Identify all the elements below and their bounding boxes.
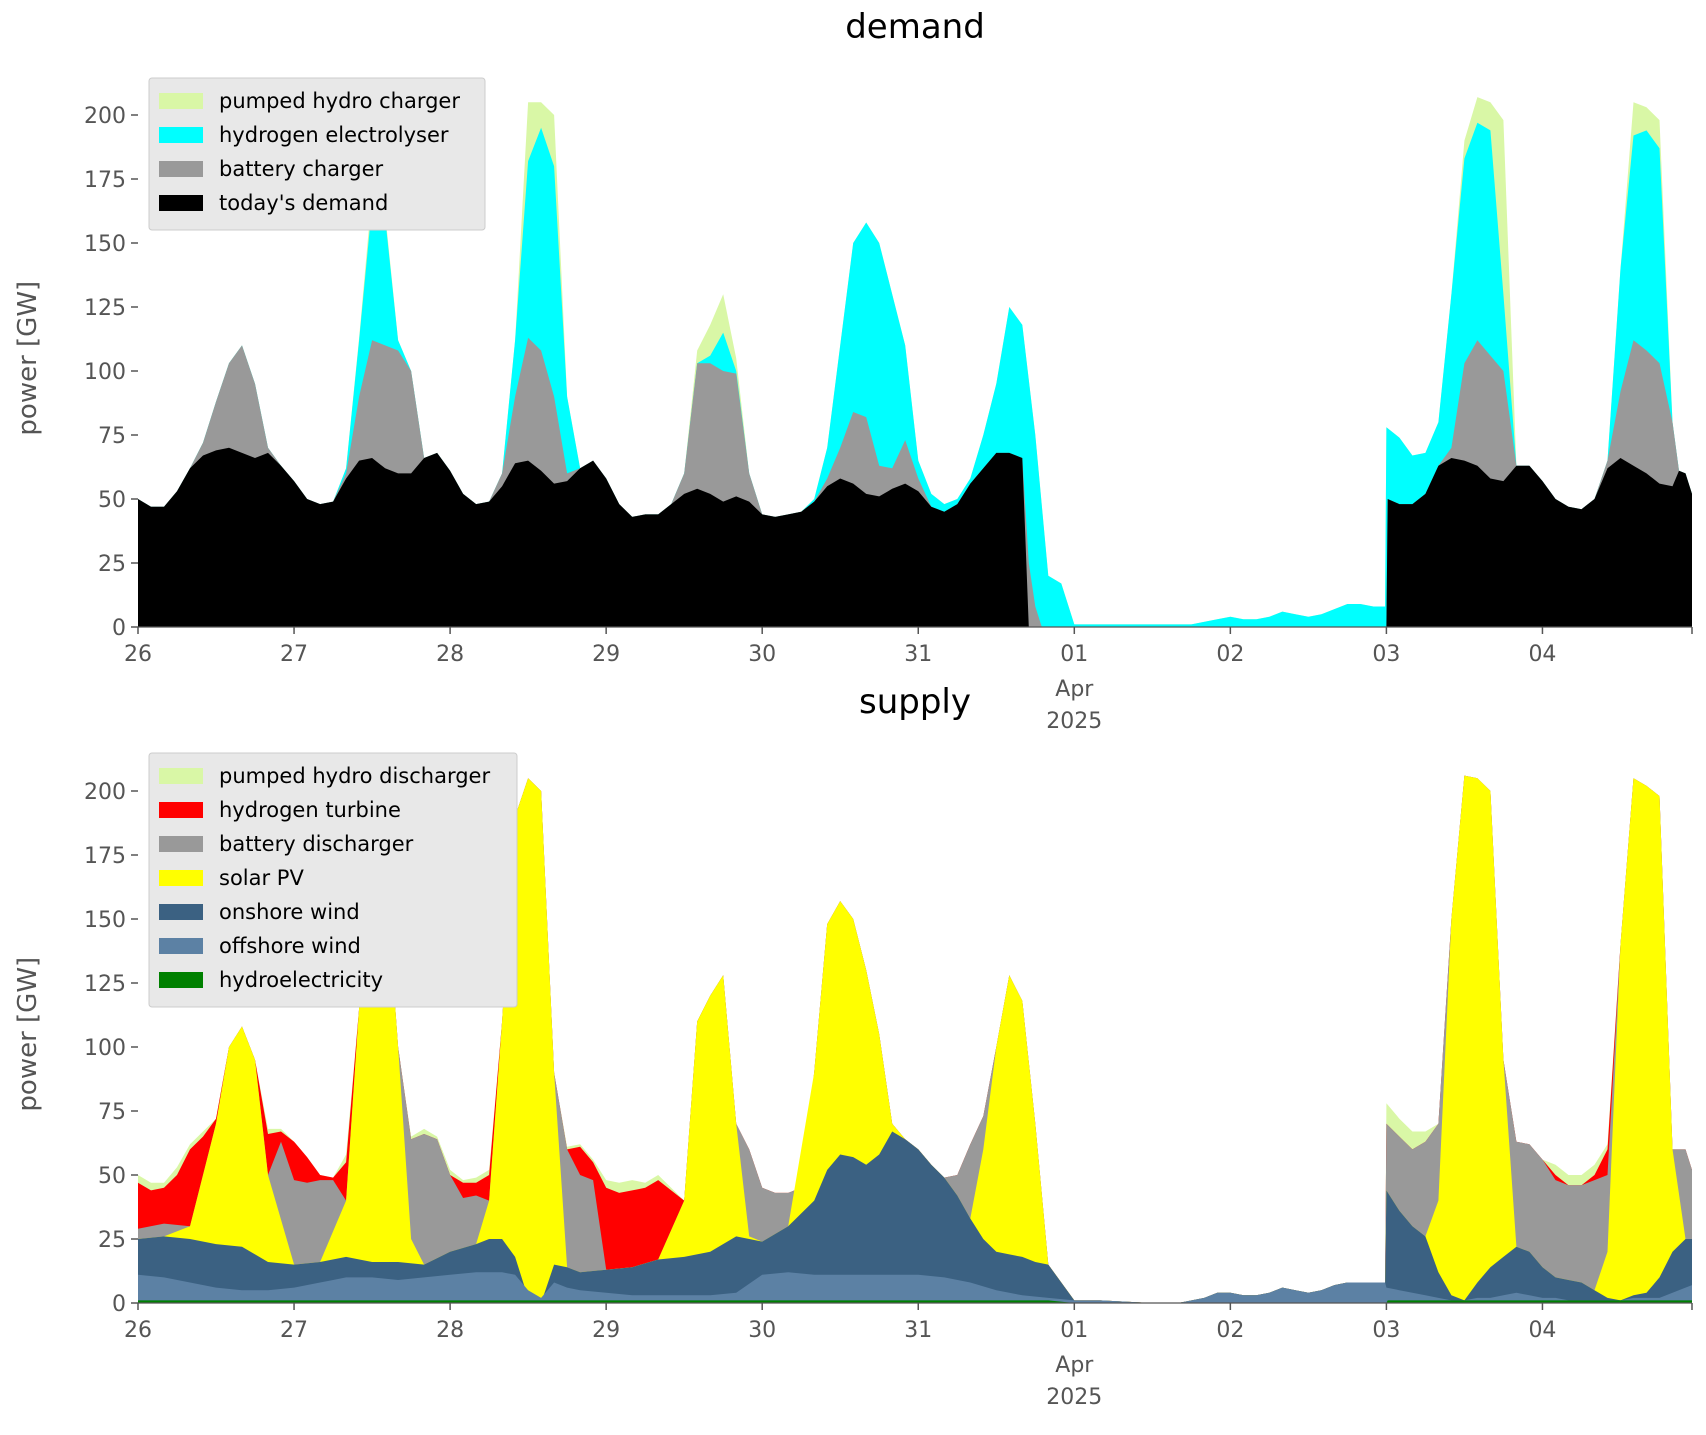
supply-panel: 0 25 50 75 100 125 150 175 200 26 27 28 29 30 31 01 Apr 2… bbox=[13, 682, 1693, 1410]
demand-ytick-label: 200 bbox=[84, 104, 126, 129]
supply-title: supply bbox=[859, 682, 971, 722]
demand-area-today-s-demand bbox=[138, 447, 1692, 627]
supply-legend-swatch-offshore-wind bbox=[159, 938, 203, 954]
demand-legend-box bbox=[148, 77, 486, 231]
demand-title: demand bbox=[845, 7, 985, 47]
demand-xtick-label: 27 bbox=[280, 642, 308, 667]
supply-ytick-label: 50 bbox=[98, 1164, 126, 1189]
demand-ytick-label: 175 bbox=[84, 168, 126, 193]
demand-xtick-label: 01 bbox=[1060, 642, 1088, 667]
demand-ytick-label: 0 bbox=[112, 616, 126, 641]
demand-xtick-label: 31 bbox=[904, 642, 932, 667]
demand-legend-swatch-today-s-demand bbox=[159, 195, 203, 211]
supply-legend-swatch-hydroelectricity bbox=[159, 972, 203, 988]
demand-xtick-label: 28 bbox=[436, 642, 464, 667]
supply-legend-box bbox=[148, 752, 518, 1008]
supply-area-solar-pv bbox=[138, 775, 1692, 1303]
supply-xtick-label: 01 bbox=[1060, 1318, 1088, 1343]
supply-area-offshore-wind bbox=[138, 1272, 1692, 1303]
demand-xtick-label: 30 bbox=[748, 642, 776, 667]
supply-xtick-label: 30 bbox=[748, 1318, 776, 1343]
demand-legend-swatch-hydrogen-electrolyser bbox=[159, 127, 203, 143]
demand-legend-swatch-pumped-hydro-charger bbox=[159, 93, 203, 109]
supply-legend-swatch-pumped-hydro-discharger bbox=[159, 768, 203, 784]
supply-xtick-label: 31 bbox=[904, 1318, 932, 1343]
supply-legend-label-offshore-wind: offshore wind bbox=[219, 934, 361, 958]
supply-ytick-label: 75 bbox=[98, 1100, 126, 1125]
demand-ytick-label: 50 bbox=[98, 488, 126, 513]
supply-legend-label-hydroelectricity: hydroelectricity bbox=[219, 968, 383, 992]
demand-xtick-label: 04 bbox=[1528, 642, 1556, 667]
supply-legend: pumped hydro discharger hydrogen turbine b… bbox=[148, 752, 518, 1008]
supply-area-onshore-wind bbox=[138, 1131, 1692, 1303]
supply-xtick-label: 02 bbox=[1216, 1318, 1244, 1343]
supply-legend-swatch-battery-discharger bbox=[159, 836, 203, 852]
demand-ytick-label: 125 bbox=[84, 296, 126, 321]
supply-ytick-label: 150 bbox=[84, 908, 126, 933]
demand-legend-swatch-battery-charger bbox=[159, 161, 203, 177]
demand-ytick-label: 75 bbox=[98, 424, 126, 449]
demand-ylabel: power [GW] bbox=[13, 281, 43, 436]
supply-legend-swatch-solar-pv bbox=[159, 870, 203, 886]
supply-legend-label-onshore-wind: onshore wind bbox=[219, 900, 360, 924]
supply-xtick-label: 29 bbox=[592, 1318, 620, 1343]
supply-ylabel: power [GW] bbox=[13, 957, 43, 1112]
supply-xtick-sublabel: Apr bbox=[1055, 1353, 1094, 1378]
demand-xtick-label: 29 bbox=[592, 642, 620, 667]
supply-xtick-label: 03 bbox=[1372, 1318, 1400, 1343]
supply-area-hydroelectricity bbox=[138, 1300, 1692, 1303]
demand-ytick-label: 25 bbox=[98, 552, 126, 577]
demand-legend-label-battery-charger: battery charger bbox=[219, 157, 384, 181]
supply-ytick-label: 125 bbox=[84, 972, 126, 997]
demand-panel: 0 25 50 75 100 125 150 175 200 26 27 28 29 30 31 01 Apr 2… bbox=[13, 7, 1693, 734]
supply-ytick-label: 25 bbox=[98, 1228, 126, 1253]
demand-ytick-label: 100 bbox=[84, 360, 126, 385]
demand-legend: pumped hydro charger hydrogen electrolyse… bbox=[148, 77, 486, 231]
supply-legend-label-pumped-hydro-discharger: pumped hydro discharger bbox=[219, 764, 490, 788]
supply-ytick-label: 200 bbox=[84, 780, 126, 805]
supply-legend-swatch-hydrogen-turbine bbox=[159, 802, 203, 818]
supply-legend-swatch-onshore-wind bbox=[159, 904, 203, 920]
demand-legend-label-pumped-hydro-charger: pumped hydro charger bbox=[219, 89, 460, 113]
demand-xtick-sublabel: Apr bbox=[1055, 677, 1094, 702]
supply-xtick-label: 26 bbox=[124, 1318, 152, 1343]
demand-xtick-label: 26 bbox=[124, 642, 152, 667]
demand-xtick-label: 02 bbox=[1216, 642, 1244, 667]
demand-legend-label-hydrogen-electrolyser: hydrogen electrolyser bbox=[219, 123, 449, 147]
demand-xtick-label: 03 bbox=[1372, 642, 1400, 667]
supply-legend-label-hydrogen-turbine: hydrogen turbine bbox=[219, 798, 401, 822]
demand-xtick-sublabel: 2025 bbox=[1046, 709, 1102, 734]
supply-xtick-sublabel: 2025 bbox=[1046, 1385, 1102, 1410]
supply-ytick-label: 100 bbox=[84, 1036, 126, 1061]
supply-ytick-label: 175 bbox=[84, 844, 126, 869]
supply-xtick-label: 04 bbox=[1528, 1318, 1556, 1343]
supply-xtick-label: 28 bbox=[436, 1318, 464, 1343]
demand-ytick-label: 150 bbox=[84, 232, 126, 257]
supply-legend-label-battery-discharger: battery discharger bbox=[219, 832, 414, 856]
supply-xtick-label: 27 bbox=[280, 1318, 308, 1343]
supply-ytick-label: 0 bbox=[112, 1292, 126, 1317]
supply-legend-label-solar-pv: solar PV bbox=[219, 866, 304, 890]
demand-legend-label-today-s-demand: today's demand bbox=[219, 191, 388, 215]
